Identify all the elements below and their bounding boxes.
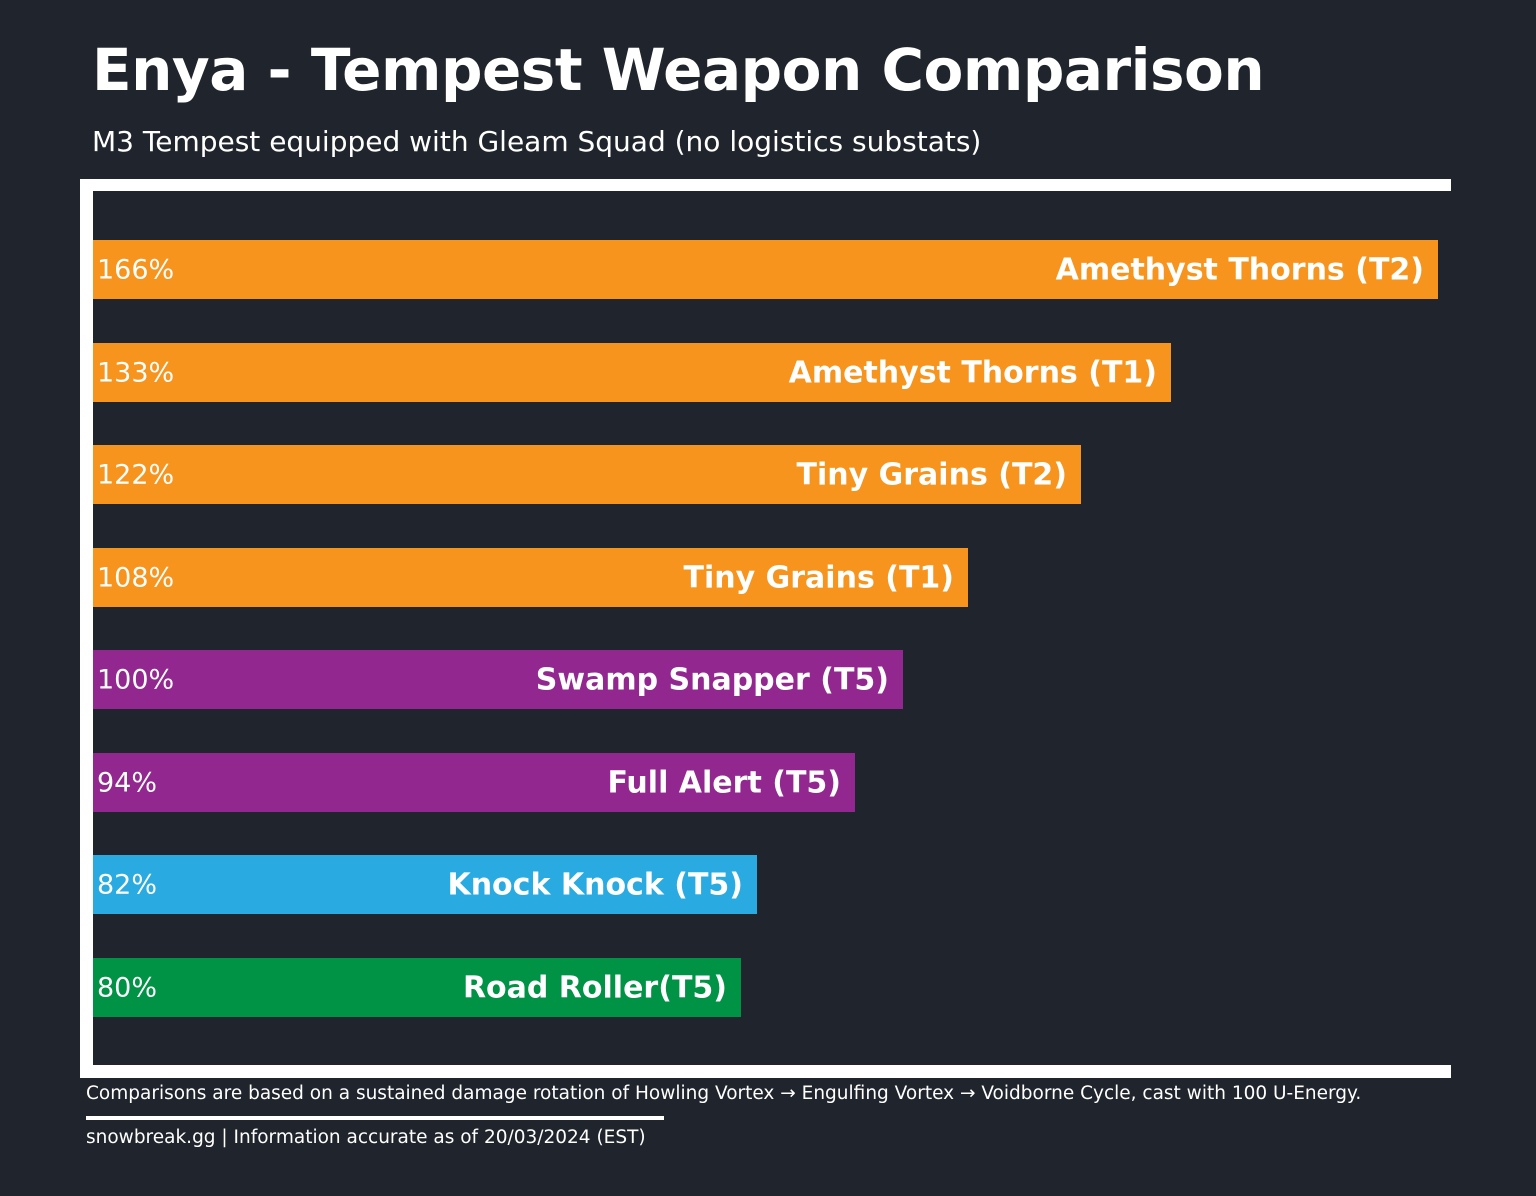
bar-value-label: 122% [97, 459, 175, 490]
bar: 100% Swamp Snapper (T5) [93, 650, 903, 709]
bar: 133% Amethyst Thorns (T1) [93, 343, 1171, 402]
source-credit: snowbreak.gg | Information accurate as o… [86, 1127, 646, 1148]
bar-value-label: 166% [97, 254, 175, 285]
bar-value-label: 133% [97, 357, 175, 388]
bar-category-label: Tiny Grains (T1) [683, 560, 954, 595]
bar: 94% Full Alert (T5) [93, 753, 855, 812]
bar: 108% Tiny Grains (T1) [93, 548, 968, 607]
bar-category-label: Road Roller(T5) [462, 970, 727, 1005]
bar: 166% Amethyst Thorns (T2) [93, 240, 1438, 299]
chart-subtitle: M3 Tempest equipped with Gleam Squad (no… [92, 125, 982, 158]
bar-value-label: 82% [97, 869, 158, 900]
bar-category-label: Amethyst Thorns (T2) [1055, 252, 1424, 287]
footer-divider [86, 1116, 664, 1120]
bar-category-label: Full Alert (T5) [607, 765, 841, 800]
bar-value-label: 80% [97, 972, 158, 1003]
bar: 82% Knock Knock (T5) [93, 855, 757, 914]
bar-value-label: 100% [97, 664, 175, 695]
bar: 80% Road Roller(T5) [93, 958, 741, 1017]
bar-category-label: Amethyst Thorns (T1) [788, 355, 1157, 390]
chart-title: Enya - Tempest Weapon Comparison [92, 36, 1265, 104]
bar: 122% Tiny Grains (T2) [93, 445, 1081, 504]
chart-plot-area [93, 191, 1451, 1065]
footnote: Comparisons are based on a sustained dam… [86, 1083, 1362, 1104]
bar-category-label: Swamp Snapper (T5) [535, 662, 889, 697]
bar-category-label: Knock Knock (T5) [447, 867, 743, 902]
bar-value-label: 94% [97, 767, 158, 798]
bar-category-label: Tiny Grains (T2) [796, 457, 1067, 492]
bar-value-label: 108% [97, 562, 175, 593]
